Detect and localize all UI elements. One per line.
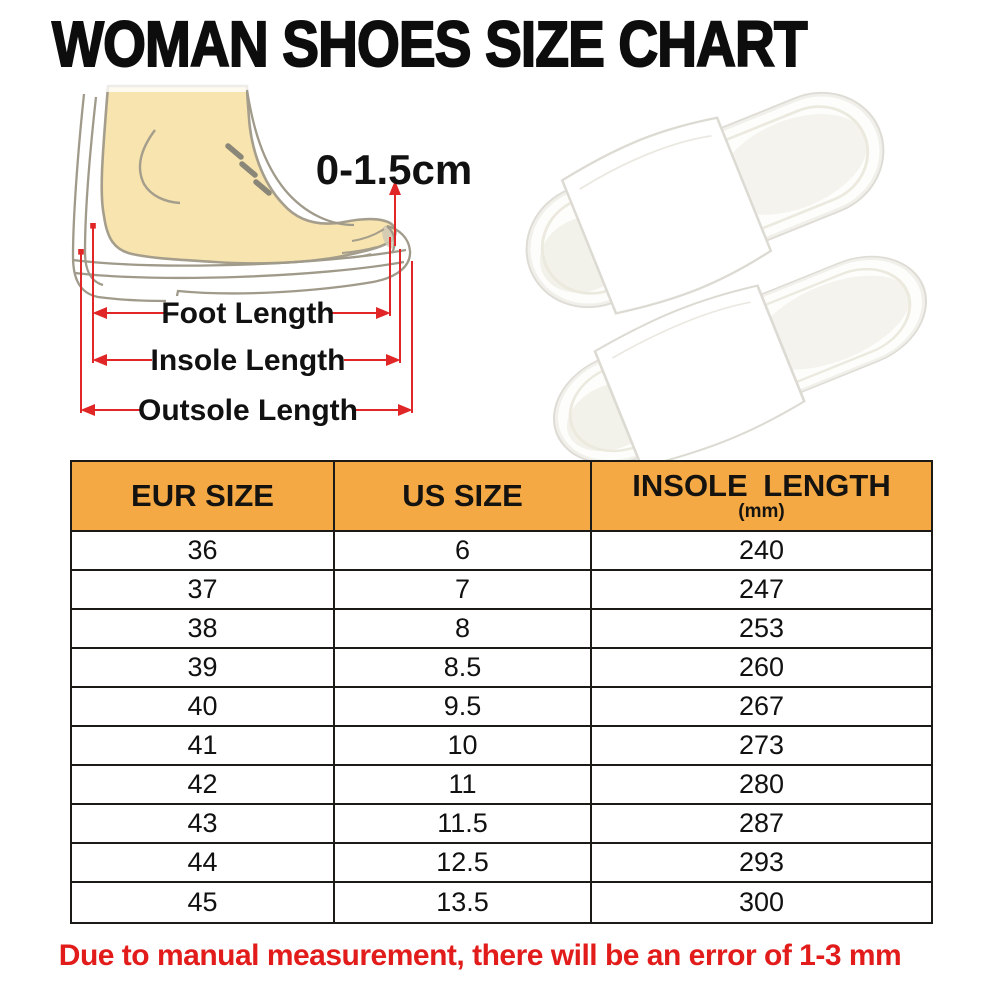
- page-title: WOMAN SHOES SIZE CHART: [51, 8, 808, 80]
- toe-gap-label: 0-1.5cm: [316, 146, 472, 193]
- table-cell: 267: [592, 688, 931, 727]
- table-cell: 40: [72, 688, 335, 727]
- slide-sandal-bottom: [552, 255, 928, 465]
- table-cell: 273: [592, 727, 931, 766]
- table-cell: 287: [592, 805, 931, 844]
- table-cell: 6: [335, 532, 592, 571]
- table-cell: 36: [72, 532, 335, 571]
- table-cell: 7: [335, 571, 592, 610]
- table-cell: 39: [72, 649, 335, 688]
- foot-shape: [100, 84, 397, 265]
- table-cell: 11: [335, 766, 592, 805]
- header-insole-unit: (mm): [738, 501, 785, 523]
- outsole-length-label: Outsole Length: [138, 394, 358, 427]
- insole-length-label: Insole Length: [151, 344, 346, 377]
- table-cell: 300: [738, 887, 785, 917]
- foot-measurement-diagram: 0-1.5cm Foot Length Insole Length Outsol…: [71, 78, 472, 427]
- table-cell: 38: [72, 610, 335, 649]
- table-cell: 12.5: [335, 844, 592, 883]
- table-cell: 280: [592, 766, 931, 805]
- header-insole-length: INSOLE LENGTH (mm): [592, 462, 931, 532]
- table-cell: 10: [335, 727, 592, 766]
- table-cell: 45: [72, 883, 335, 922]
- slide-sandal-top: [525, 91, 885, 315]
- table-cell: 8: [335, 610, 592, 649]
- table-cell: 11.5: [335, 805, 592, 844]
- table-cell: 44: [72, 844, 335, 883]
- table-cell: 13.5: [335, 883, 592, 922]
- lace-hooks: [225, 143, 272, 196]
- table-cell: 260: [592, 649, 931, 688]
- table-cell: 9.5: [335, 688, 592, 727]
- table-cell: 253: [592, 610, 931, 649]
- table-cell: 240: [592, 532, 931, 571]
- size-table: EUR SIZE US SIZE INSOLE LENGTH (mm) 36 6…: [70, 460, 933, 924]
- foot-length-label: Foot Length: [161, 297, 334, 330]
- header-us-size: US SIZE: [335, 462, 592, 532]
- table-cell: 293: [592, 844, 931, 883]
- header-eur-size: EUR SIZE: [72, 462, 335, 532]
- table-cell: 41: [72, 727, 335, 766]
- table-cell: 37: [72, 571, 335, 610]
- sandals-photo: [525, 91, 928, 465]
- table-cell: 42: [72, 766, 335, 805]
- table-cell: 8.5: [335, 649, 592, 688]
- measurement-error-note: Due to manual measurement, there will be…: [58, 939, 902, 972]
- table-cell: 247: [592, 571, 931, 610]
- table-cell: 43: [72, 805, 335, 844]
